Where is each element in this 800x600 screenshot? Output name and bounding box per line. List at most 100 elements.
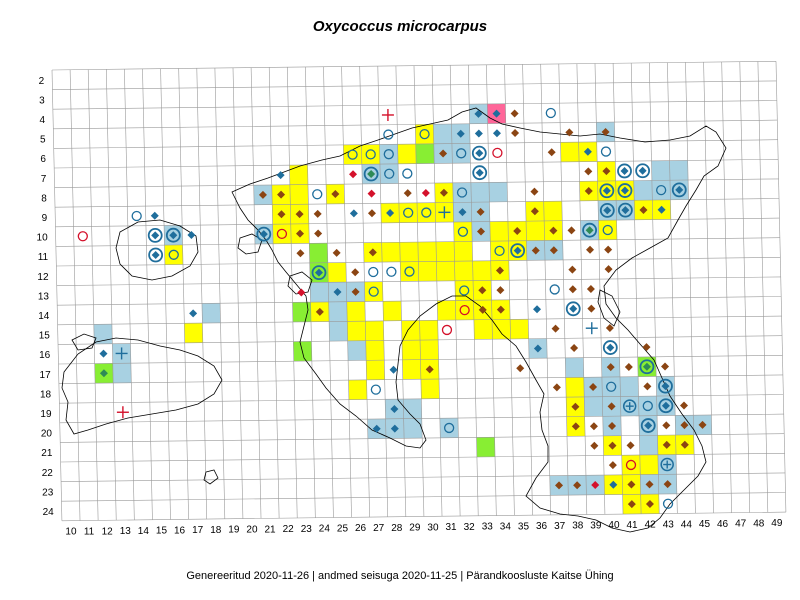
brown-diamond-marker: [680, 440, 689, 449]
column-label: 18: [210, 525, 222, 536]
ring-diamond-marker-outer: [640, 418, 656, 433]
blue-diamond-marker: [492, 129, 501, 138]
red-diamond-marker: [367, 189, 376, 198]
grid-line-vertical: [685, 62, 696, 514]
grid-line-vertical: [359, 66, 370, 518]
grid-line-vertical: [305, 66, 316, 518]
grid-cell-yellow: [398, 202, 418, 223]
brown-diamond-marker: [643, 382, 652, 391]
brown-diamond-marker: [549, 246, 558, 255]
grid-cell-blue: [638, 396, 658, 416]
brown-diamond-marker: [568, 285, 577, 294]
grid-line-vertical: [522, 64, 533, 516]
ring-diamond-marker-outer: [311, 265, 327, 281]
small-island-coastline: [237, 233, 263, 255]
brown-diamond-marker: [698, 420, 707, 429]
grid-line-vertical: [775, 61, 787, 513]
brown-diamond-marker: [565, 128, 574, 137]
brown-diamond-marker: [368, 248, 377, 257]
grid-cell-yellow: [621, 455, 641, 475]
brown-diamond-marker: [639, 205, 648, 214]
grid-cell-yellow: [435, 241, 455, 262]
grid-line-vertical: [721, 61, 732, 513]
grid-cell-blue: [112, 363, 132, 383]
brown-diamond-marker: [351, 287, 360, 296]
brown-diamond-marker: [313, 209, 322, 218]
row-label: 7: [41, 174, 47, 185]
column-label: 21: [265, 524, 277, 535]
blue-diamond-marker: [657, 205, 666, 214]
grid-cell-yellow: [436, 261, 455, 282]
brown-diamond-marker: [478, 286, 487, 295]
grid-line-vertical: [667, 62, 678, 514]
brown-diamond-marker: [552, 383, 561, 392]
grid-cell-yellow: [420, 379, 440, 399]
grid-line-vertical: [377, 66, 389, 517]
grid-cell-yellow: [381, 242, 401, 263]
ring-diamond-marker-outer: [510, 243, 526, 259]
grid-cell-blue: [403, 418, 423, 439]
blue-ring-marker: [383, 129, 394, 140]
grid-line-vertical: [486, 64, 497, 516]
row-label: 13: [38, 291, 50, 302]
blue-diamond-marker: [349, 209, 358, 218]
grid-line-vertical: [142, 68, 153, 520]
blue-diamond-marker: [187, 230, 196, 239]
ring-cross-marker-outer: [660, 457, 674, 472]
ring-diamond-marker-outer: [363, 166, 379, 182]
blue-ring-marker: [368, 286, 379, 297]
grid-cell-blue: [651, 160, 670, 181]
grid-line-horizontal: [52, 80, 777, 90]
grid-line-vertical: [178, 68, 189, 520]
grid-line-vertical: [630, 63, 642, 514]
grid-cell-blue: [584, 396, 603, 417]
grid-cell-green: [476, 437, 496, 458]
grid-line-vertical: [160, 68, 171, 520]
grid-line-vertical: [323, 66, 334, 518]
ring-diamond-marker-outer: [635, 163, 651, 179]
brown-diamond-marker: [584, 186, 593, 195]
column-label: 17: [192, 525, 204, 536]
ring-diamond-marker-inner: [367, 169, 376, 178]
grid-cell-yellow: [382, 301, 402, 321]
blue-diamond-marker: [492, 109, 501, 118]
row-label: 15: [39, 331, 51, 342]
brown-diamond-marker: [258, 190, 267, 199]
grid-line-vertical: [124, 69, 135, 520]
blue-ring-marker: [602, 224, 613, 236]
ring-diamond-marker-inner: [475, 149, 484, 158]
grid-line-vertical: [649, 62, 660, 514]
grid-cell-yellow: [454, 241, 473, 262]
brown-diamond-marker: [331, 190, 340, 199]
brown-diamond-marker: [604, 245, 613, 254]
column-label: 28: [391, 523, 403, 534]
row-label: 2: [39, 76, 45, 87]
red-ring-marker: [625, 459, 637, 471]
row-label: 6: [40, 154, 46, 165]
grid-cell-yellow: [402, 359, 421, 380]
blue-ring-marker: [549, 284, 560, 295]
ring-cross-marker-inner: [625, 402, 634, 411]
grid-line-horizontal: [56, 257, 781, 267]
grid-line-horizontal: [56, 276, 781, 286]
red-cross-marker: [381, 108, 394, 121]
brown-diamond-marker: [589, 382, 598, 391]
grid-cell-yellow: [361, 144, 380, 165]
column-label: 13: [120, 526, 132, 537]
grid-line-horizontal: [55, 217, 780, 228]
grid-line-vertical: [757, 61, 769, 513]
ring-diamond-marker-inner: [259, 230, 268, 239]
grid-cell-yellow: [543, 201, 563, 221]
blue-diamond-marker: [386, 208, 395, 217]
grid-cell-blue: [93, 324, 113, 344]
ring-diamond-marker-outer: [148, 247, 164, 263]
blue-ring-marker: [456, 187, 468, 198]
column-label: 37: [554, 521, 566, 532]
ring-diamond-marker-outer: [165, 227, 181, 243]
ring-diamond-marker-inner: [644, 421, 653, 430]
grid-line-horizontal: [54, 178, 779, 188]
grid-cell-blue: [433, 124, 452, 144]
blue-diamond-marker: [333, 288, 342, 297]
